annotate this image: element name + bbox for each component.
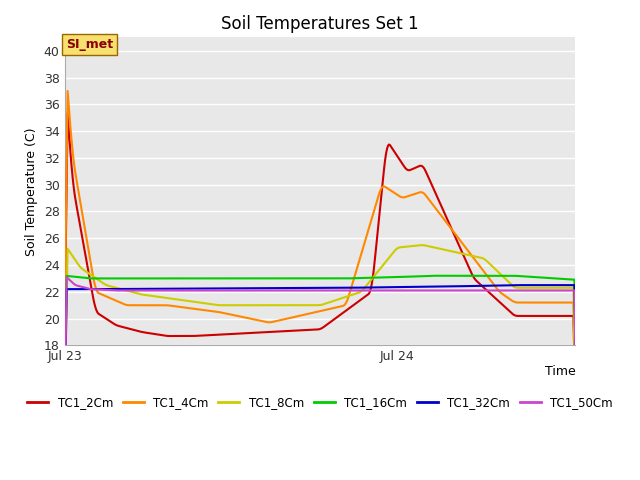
Legend: TC1_2Cm, TC1_4Cm, TC1_8Cm, TC1_16Cm, TC1_32Cm, TC1_50Cm: TC1_2Cm, TC1_4Cm, TC1_8Cm, TC1_16Cm, TC1… (22, 391, 618, 414)
Y-axis label: Soil Temperature (C): Soil Temperature (C) (25, 127, 38, 256)
Text: SI_met: SI_met (66, 38, 113, 51)
X-axis label: Time: Time (545, 365, 575, 378)
Title: Soil Temperatures Set 1: Soil Temperatures Set 1 (221, 15, 419, 33)
